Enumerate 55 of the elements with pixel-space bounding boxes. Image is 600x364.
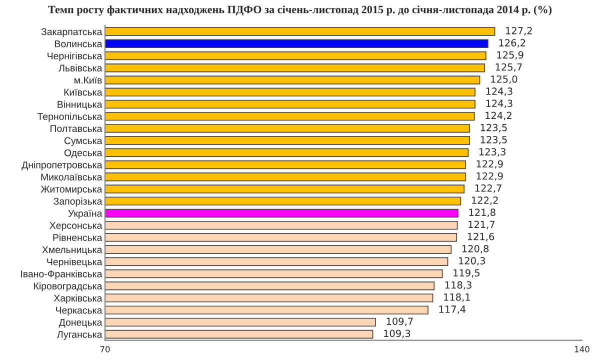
y-tick-label: Одеська <box>64 149 102 158</box>
data-label: 121,8 <box>469 208 496 217</box>
data-label: 122,2 <box>472 196 498 205</box>
chart-title: Темп росту фактичних надходжень ПДФО за січень-листопад 2015 р. до січня-листопада 2014 р. (%) <box>48 5 552 16</box>
data-label: 124,3 <box>486 100 512 108</box>
y-tick-label: Харківська <box>54 294 102 304</box>
y-tick-label: Закарпатська <box>41 28 102 38</box>
data-label: 122,9 <box>476 160 503 169</box>
y-tick-label: Тернопільська <box>37 112 102 122</box>
y-tick-label: Рівненська <box>53 234 102 242</box>
y-tick-label: Івано-Франківська <box>21 270 102 280</box>
data-label: 123,3 <box>479 148 506 156</box>
data-label: 119,5 <box>454 269 480 278</box>
data-label: 120,3 <box>459 257 486 266</box>
y-tick-label: Львівська <box>58 64 102 72</box>
x-tick-label: 70 <box>100 346 110 352</box>
y-tick-label: Миколаївська <box>41 174 102 180</box>
y-tick-label: Луганська <box>57 331 102 340</box>
y-tick-label: Запорізька <box>54 198 102 207</box>
y-tick-label: Чернігівська <box>48 52 102 62</box>
data-label: 125,0 <box>491 75 518 84</box>
data-label: 121,6 <box>468 232 494 242</box>
data-label: 109,7 <box>386 318 413 326</box>
data-label: 125,9 <box>497 51 524 60</box>
y-tick-label: Вінницька <box>58 100 102 110</box>
data-label: 126,2 <box>499 39 526 48</box>
y-tick-label: Кіровоградська <box>34 282 102 292</box>
y-tick-label: Донецька <box>58 319 102 328</box>
data-label: 118,3 <box>445 281 472 290</box>
data-label: 122,9 <box>476 172 503 181</box>
y-tick-label: Херсонська <box>50 222 102 231</box>
data-label: 118,1 <box>444 293 470 302</box>
data-label: 123,5 <box>480 124 507 132</box>
data-label: 109,3 <box>384 330 410 338</box>
y-tick-label: Чернівецька <box>47 258 102 268</box>
y-tick-label: м.Київ <box>74 76 102 84</box>
y-tick-label: Україна <box>68 210 102 219</box>
y-tick-label: Полтавська <box>50 125 102 132</box>
x-tick-label: 140 <box>574 346 590 352</box>
data-label: 123,5 <box>480 136 507 144</box>
y-tick-label: Сумська <box>64 137 102 146</box>
data-label: 124,3 <box>486 88 512 96</box>
y-tick-label: Дніпропетровська <box>22 161 102 170</box>
data-label: 125,7 <box>496 63 522 72</box>
data-label: 121,7 <box>468 220 495 230</box>
data-label: 122,7 <box>475 184 502 193</box>
data-label: 120,8 <box>462 244 489 254</box>
data-label: 117,4 <box>439 306 466 314</box>
y-tick-label: Хмельницька <box>42 246 102 255</box>
y-tick-label: Житомирська <box>40 186 102 195</box>
data-label: 124,2 <box>486 112 512 120</box>
data-label: 127,2 <box>506 27 532 36</box>
y-tick-label: Волинська <box>55 40 102 48</box>
y-tick-label: Київська <box>64 88 102 96</box>
y-tick-label: Черкаська <box>56 306 102 316</box>
